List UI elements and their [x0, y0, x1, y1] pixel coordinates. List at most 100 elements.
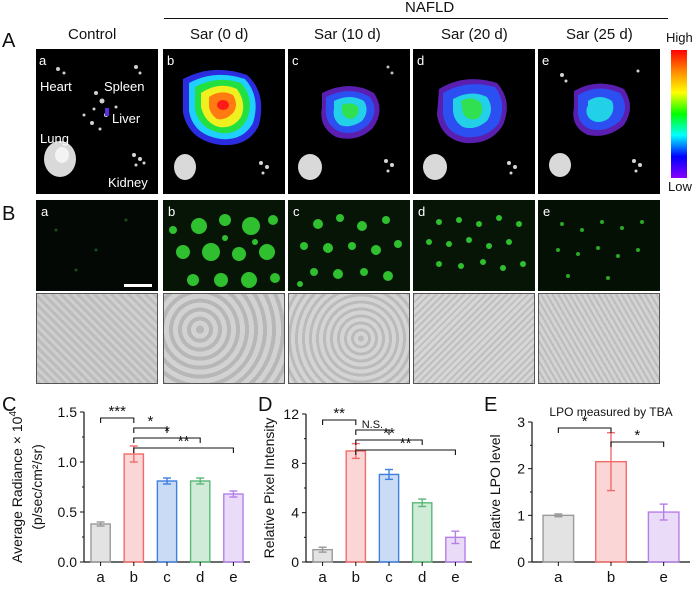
group-heading-1: Sar (10 d): [314, 26, 381, 43]
x-tick-label-b: b: [130, 569, 138, 586]
nafld-heading: NAFLD: [405, 0, 455, 16]
organ-label-heart: Heart: [40, 79, 72, 94]
panel-a-label: A: [2, 30, 16, 52]
imaging-tile-b: b: [163, 49, 285, 194]
x-tick-label-c: c: [163, 569, 171, 586]
imaging-tile-e: e: [538, 49, 660, 194]
organ-label-kidney: Kidney: [108, 175, 148, 190]
subpanel-label-a: a: [39, 53, 47, 68]
significance-bracket: [133, 427, 168, 433]
fluorescence-tile-b: b: [163, 200, 285, 291]
bar-c: [156, 480, 178, 563]
panel-c-label: C: [2, 394, 17, 416]
significance-label: *: [164, 423, 170, 440]
y-tick-label: 4: [291, 505, 299, 521]
y-axis-unit-label: (p/sec/cm²/sr): [29, 444, 45, 530]
bar-c: [378, 473, 400, 563]
x-tick-label-c: c: [385, 569, 393, 586]
phase-contrast-tile-e: [538, 293, 660, 384]
y-tick-label: 0: [517, 554, 525, 570]
liver-heatmap-d: [423, 79, 517, 180]
significance-label: *: [634, 427, 640, 444]
imaging-tile-c: c: [288, 49, 410, 194]
bar-b: [345, 450, 367, 563]
fluorescence-tile-c: c: [288, 200, 410, 291]
significance-bracket: [133, 447, 234, 453]
x-tick-label-e: e: [659, 569, 667, 586]
bar-e: [223, 493, 244, 563]
colorbar-low-label: Low: [668, 179, 692, 194]
x-tick-label-d: d: [196, 569, 204, 586]
x-tick-label-a: a: [96, 569, 105, 586]
chart-e: 0 1 2 3 a b e * * Relative LPO level LPO measured …: [487, 405, 690, 586]
phase-contrast-tile-d: [413, 293, 535, 384]
y-axis-label: Relative Pixel Intensity: [261, 418, 277, 559]
fluorescence-label-c: c: [293, 204, 300, 219]
chart-title: LPO measured by TBA: [549, 405, 672, 419]
phase-contrast-tile-c: [288, 293, 410, 384]
y-axis-label: Average Radiance × 104: [8, 411, 25, 563]
y-tick-label: 0.5: [58, 504, 78, 520]
x-tick-label-a: a: [554, 569, 563, 586]
fluorescence-image-d: [426, 215, 526, 271]
colorbar-high-label: High: [666, 30, 693, 45]
subpanel-label-e: e: [542, 53, 550, 68]
chart-e-area: 0 1 2 3 a b e * * Relative LPO level LPO measured …: [484, 392, 698, 590]
significance-bracket: [355, 439, 423, 445]
fluorescence-tile-d: d: [413, 200, 535, 291]
panel-e-label: E: [484, 394, 498, 416]
liver-heatmap-c: [298, 65, 394, 180]
y-axis-label-superscript: 4: [8, 411, 19, 417]
subpanel-label-b: b: [167, 53, 175, 68]
significance-bracket: [355, 449, 456, 455]
chart-c-area: 0.0 0.5 1.0 1.5 a b c d e *** * * ** Average Radiance…: [0, 392, 258, 590]
fluorescence-image-b: [169, 214, 280, 288]
significance-bracket: [133, 437, 201, 443]
significance-label: **: [400, 435, 412, 452]
fluorescence-tile-a: a: [36, 200, 158, 291]
nafld-bracket-line: [164, 18, 668, 19]
control-heading: Control: [68, 26, 117, 43]
fluorescence-label-b: b: [168, 204, 176, 219]
x-tick-label-d: d: [418, 569, 426, 586]
bar-a: [542, 514, 575, 563]
y-tick-label: 1.0: [58, 454, 78, 470]
phase-contrast-tile-b: [163, 293, 285, 384]
x-tick-label-e: e: [451, 569, 459, 586]
significance-label: **: [178, 433, 190, 450]
organ-label-lung: Lung: [40, 131, 69, 146]
y-tick-label: 12: [283, 406, 299, 422]
significance-bracket: [100, 417, 135, 423]
chart-c: 0.00.51.01.5a b c d e*******Average Radiance…: [8, 403, 250, 586]
x-tick-label-b: b: [352, 569, 360, 586]
y-tick-label: 1: [517, 507, 525, 523]
organ-label-liver: Liver: [112, 111, 141, 126]
fluorescence-label-a: a: [41, 204, 49, 219]
y-axis-label: Relative LPO level: [487, 434, 503, 549]
significance-bracket: [557, 427, 612, 433]
phase-contrast-tile-a: [36, 293, 158, 384]
liver-heatmap-b: [174, 69, 269, 180]
fluorescence-image-c: [297, 214, 402, 287]
y-tick-label: 0: [291, 554, 299, 570]
fluorescence-image-e: [556, 220, 644, 280]
significance-label: *: [582, 413, 588, 430]
organ-label-spleen: Spleen: [104, 79, 145, 94]
significance-bracket: [355, 429, 390, 435]
group-heading-2: Sar (20 d): [441, 26, 508, 43]
imaging-tile-d: d: [413, 49, 535, 194]
significance-label: N.S.: [362, 419, 383, 431]
colorbar: [671, 50, 687, 178]
imaging-tile-a: a Heart Spleen Liver Lung Kidney: [36, 49, 158, 194]
subpanel-label-c: c: [292, 53, 299, 68]
organ-image: [44, 65, 146, 177]
y-axis-label-text: Average Radiance × 10: [9, 416, 25, 563]
bar-b: [123, 453, 145, 563]
x-tick-label-a: a: [318, 569, 327, 586]
significance-label: *: [147, 413, 153, 430]
y-tick-label: 2: [517, 461, 525, 477]
significance-label: **: [333, 405, 345, 422]
x-tick-label-b: b: [607, 569, 615, 586]
